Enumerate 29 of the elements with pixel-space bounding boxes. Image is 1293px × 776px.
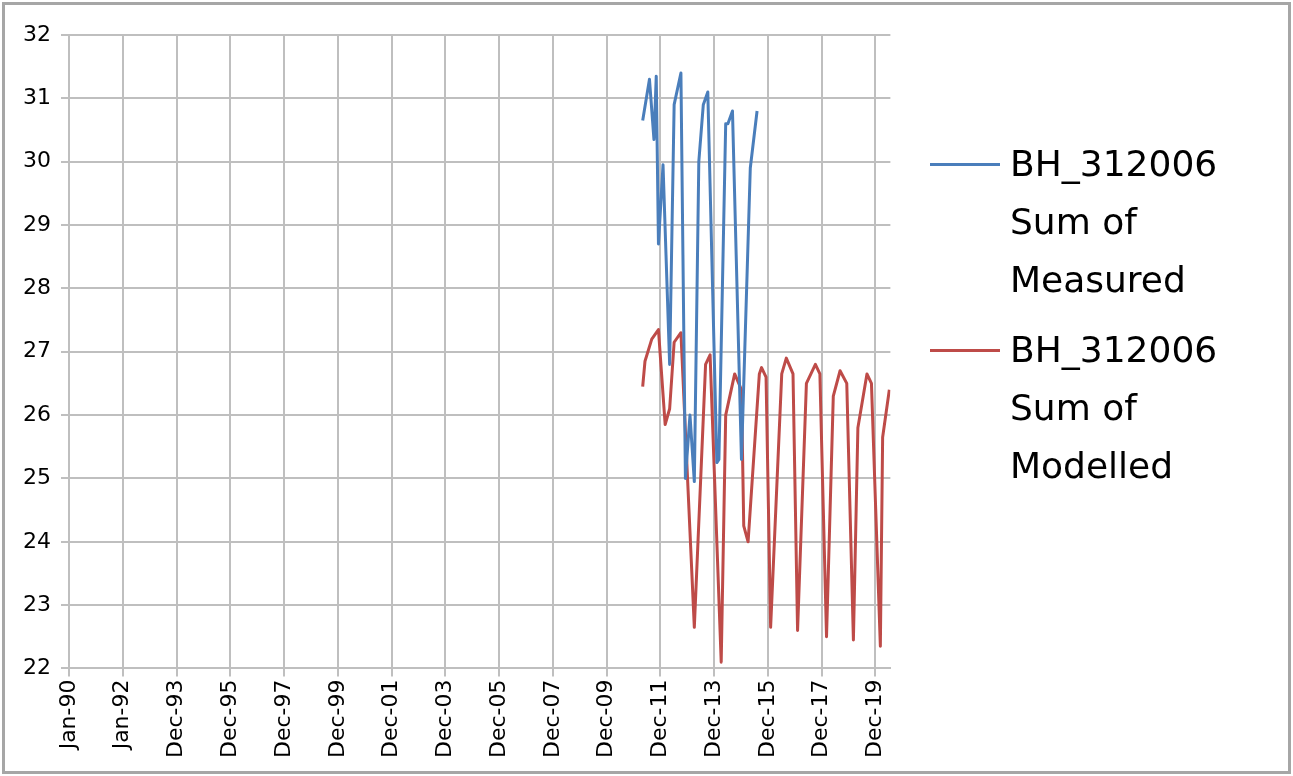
x-tick-label: Dec-11: [646, 679, 672, 759]
y-tick-label: 25: [22, 464, 51, 490]
y-tick-label: 26: [22, 400, 51, 426]
y-tick-label: 31: [22, 84, 51, 110]
x-tick-label: Dec-93: [162, 679, 188, 759]
x-tick-label: Dec-03: [431, 679, 457, 759]
x-tick-label: Dec-07: [538, 679, 564, 759]
x-tick-label: Dec-17: [807, 679, 833, 759]
x-tick-label: Jan-90: [54, 679, 80, 752]
y-tick-label: 30: [22, 147, 51, 173]
y-tick-label: 22: [22, 654, 51, 680]
y-tick-label: 29: [22, 210, 51, 236]
y-tick-label: 32: [22, 20, 51, 46]
x-tick-label: Dec-95: [216, 679, 241, 759]
y-tick-label: 27: [22, 337, 51, 363]
x-tick-label: Dec-97: [269, 679, 295, 759]
x-tick-label: Dec-99: [323, 679, 349, 759]
x-tick-label: Dec-01: [377, 679, 403, 759]
x-tick-label: Dec-19: [861, 679, 887, 759]
legend-label: BH_312006 Sum of Measured: [1010, 142, 1219, 302]
legend-label: BH_312006 Sum of Modelled: [1010, 328, 1219, 488]
x-tick-label: Dec-15: [753, 679, 779, 759]
x-tick-label: Dec-09: [592, 679, 618, 759]
x-tick-label: Dec-05: [484, 679, 510, 759]
y-tick-label: 28: [22, 274, 51, 300]
y-tick-label: 24: [22, 527, 51, 553]
x-tick-label: Dec-13: [699, 679, 725, 759]
y-tick-label: 23: [22, 590, 51, 616]
x-tick-label: Jan-92: [108, 679, 134, 752]
